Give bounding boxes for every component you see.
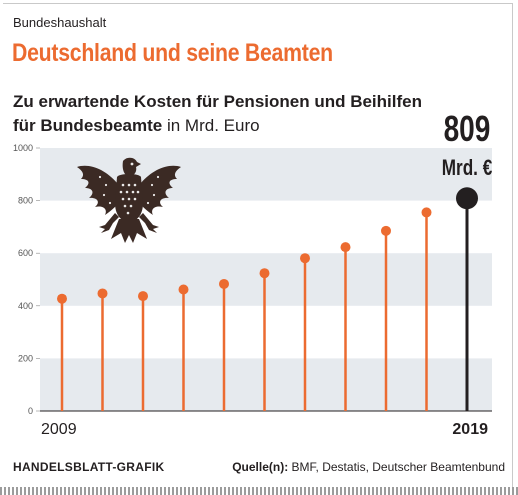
lollipop-point [178,284,189,295]
lollipop-point [421,207,432,218]
lollipop-point [138,291,148,302]
y-tick-label: 800 [18,196,33,206]
lollipop-point [57,293,67,304]
chart-frame [3,3,513,489]
kicker: Bundeshaushalt [13,15,107,30]
source-label: Quelle(n): [232,460,289,474]
lollipop-point [259,268,270,279]
footer-credit: HANDELSBLATT-GRAFIK [13,460,165,474]
y-tick-label: 200 [18,353,33,363]
chart-subtitle: Zu erwartende Kosten für Pensionen und B… [13,90,433,138]
federal-eagle-icon [77,157,181,243]
headline: Deutschland und seine Beamten [12,39,333,67]
grid-band [40,358,492,411]
y-tick-label: 600 [18,248,33,258]
lollipop-point [97,288,108,299]
subtitle-bold-line-2: für Bundesbeamte [13,116,163,135]
y-tick-label: 400 [18,301,33,311]
lollipop-point [340,242,351,253]
source-text: BMF, Destatis, Deutscher Beamtenbund [288,460,505,474]
y-tick-label: 1000 [13,143,33,153]
subtitle-bold-line-1: Zu erwartende Kosten für Pensionen und B… [13,92,422,111]
grid-band [40,253,492,306]
lollipop-point [219,278,229,289]
lollipop-point [381,225,391,236]
x-label-start: 2009 [41,421,77,438]
lollipop-point [300,253,310,264]
footer-source: Quelle(n): BMF, Destatis, Deutscher Beam… [232,460,505,474]
y-tick-label: 0 [28,406,33,416]
highlight-unit-label: Mrd. € [442,156,493,181]
subtitle-unit: in Mrd. Euro [162,116,260,135]
highlight-value-label: 809 [444,109,491,149]
bottom-rule [0,487,518,495]
lollipop-point [456,187,478,210]
x-label-end: 2019 [452,421,488,438]
